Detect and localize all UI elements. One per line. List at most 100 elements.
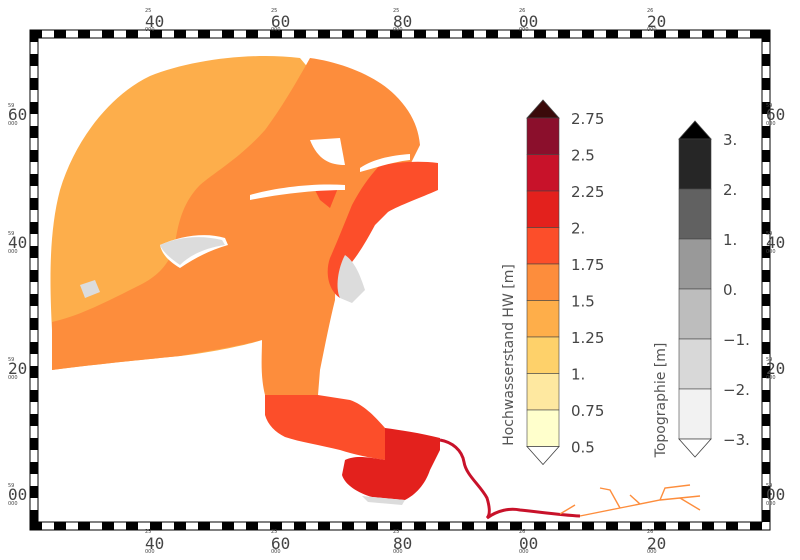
colorbar-segment	[526, 227, 560, 265]
x-tick-sup: 26	[647, 8, 653, 14]
colorbar-title: Topographie [m]	[653, 343, 669, 459]
frame-segment	[582, 522, 594, 530]
frame-segment	[30, 318, 38, 330]
topo-colorbar: 3. 2. 1. 0. −1. −2. −3. Topographie [m]	[653, 120, 750, 459]
colorbar-segment	[678, 338, 712, 390]
colorbar-segment	[526, 263, 560, 301]
colorbar-segment	[526, 336, 560, 374]
tidal-flat-4	[362, 496, 405, 505]
colorbar-segment	[526, 373, 560, 411]
colorbar-label: −2.	[723, 381, 750, 399]
y-tick-sub: 000	[766, 249, 776, 255]
river-main	[439, 438, 581, 520]
x-tick-sub: 000	[271, 549, 281, 555]
y-tick-label: 00	[8, 485, 27, 504]
frame-segment	[174, 522, 186, 530]
y-tick-sub: 000	[766, 121, 776, 127]
frame-segment	[762, 198, 770, 210]
frame-segment	[30, 486, 38, 498]
x-tick-sub: 000	[519, 549, 529, 555]
y-tick-sup: 59	[8, 357, 14, 363]
frame-segment	[222, 30, 234, 38]
frame-segment	[102, 30, 114, 38]
frame-segment	[582, 30, 594, 38]
colorbar-label: 2.25	[571, 183, 604, 201]
y-tick-sup: 59	[8, 231, 14, 237]
frame-segment	[30, 270, 38, 282]
x-tick-label: 20	[647, 12, 666, 31]
x-tick-sup: 25	[393, 529, 399, 535]
x-tick-sub: 000	[145, 27, 155, 33]
frame-segment	[294, 30, 306, 38]
frame-segment	[414, 522, 426, 530]
frame-segment	[750, 522, 762, 530]
y-tick-sub: 000	[8, 249, 18, 255]
river-tributaries	[559, 484, 701, 517]
colorbar-title: Hochwasserstand HW [m]	[501, 264, 517, 446]
x-tick-sup: 25	[393, 8, 399, 14]
y-tick-label: 40	[8, 233, 27, 252]
frame-segment	[366, 30, 378, 38]
frame-segment	[414, 30, 426, 38]
water-level-areas	[50, 56, 701, 520]
y-tick-label: 00	[766, 485, 785, 504]
frame-segment	[762, 510, 770, 522]
frame-segment	[270, 522, 282, 530]
x-tick-sup: 26	[519, 8, 525, 14]
y-tick-sup: 59	[8, 483, 14, 489]
y-tick-label: 20	[766, 359, 785, 378]
x-tick-sub: 000	[271, 27, 281, 33]
frame-segment	[390, 522, 402, 530]
frame-segment	[30, 126, 38, 138]
x-tick-sub: 000	[519, 27, 529, 33]
frame-segment	[30, 366, 38, 378]
y-tick-label: 40	[766, 233, 785, 252]
tidal-flat-3	[80, 280, 100, 298]
frame-segment	[30, 462, 38, 474]
frame-segment	[30, 414, 38, 426]
frame-segment	[30, 102, 38, 114]
frame-segment	[174, 30, 186, 38]
x-tick-sub: 000	[145, 549, 155, 555]
colorbar-label: 2.	[723, 181, 737, 199]
frame-segment	[198, 522, 210, 530]
x-tick-sup: 25	[271, 529, 277, 535]
x-tick-label: 40	[145, 534, 164, 553]
hw-colorbar: 2.75 2.5 2.25 2. 1.75 1.5 1.25 1. 0.75 0.5 Hochwas…	[501, 99, 604, 466]
frame-segment	[630, 522, 642, 530]
colorbar-label: 2.5	[571, 147, 595, 165]
x-tick-sup: 25	[271, 8, 277, 14]
frame-segment	[30, 150, 38, 162]
frame-segment	[54, 30, 66, 38]
x-tick-label: 80	[393, 534, 412, 553]
x-tick-label: 00	[519, 12, 538, 31]
frame-segment	[198, 30, 210, 38]
frame-segment	[438, 522, 450, 530]
colorbar-segment	[678, 188, 712, 240]
frame-segment	[318, 522, 330, 530]
frame-segment	[726, 30, 738, 38]
x-tick-sub: 000	[647, 27, 657, 33]
frame-segment	[150, 522, 162, 530]
frame-segment	[150, 30, 162, 38]
frame-segment	[54, 522, 66, 530]
frame-segment	[762, 78, 770, 90]
frame-segment	[294, 522, 306, 530]
frame-segment	[762, 222, 770, 234]
colorbar-label: 3.	[723, 131, 737, 149]
island-2	[250, 184, 345, 200]
frame-segment	[342, 522, 354, 530]
y-tick-sup: 59	[766, 483, 772, 489]
y-tick-sup: 59	[766, 231, 772, 237]
x-tick-sup: 25	[145, 529, 151, 535]
y-tick-sub: 000	[766, 375, 776, 381]
colorbar-top-arrow	[678, 120, 712, 140]
x-tick-sup: 25	[145, 8, 151, 14]
frame-segment	[762, 30, 770, 42]
frame-segment	[726, 522, 738, 530]
colorbar-label: 0.75	[571, 402, 604, 420]
frame-segment	[762, 414, 770, 426]
frame-segment	[762, 318, 770, 330]
y-tick-label: 60	[766, 105, 785, 124]
colorbar-label: 1.25	[571, 329, 604, 347]
